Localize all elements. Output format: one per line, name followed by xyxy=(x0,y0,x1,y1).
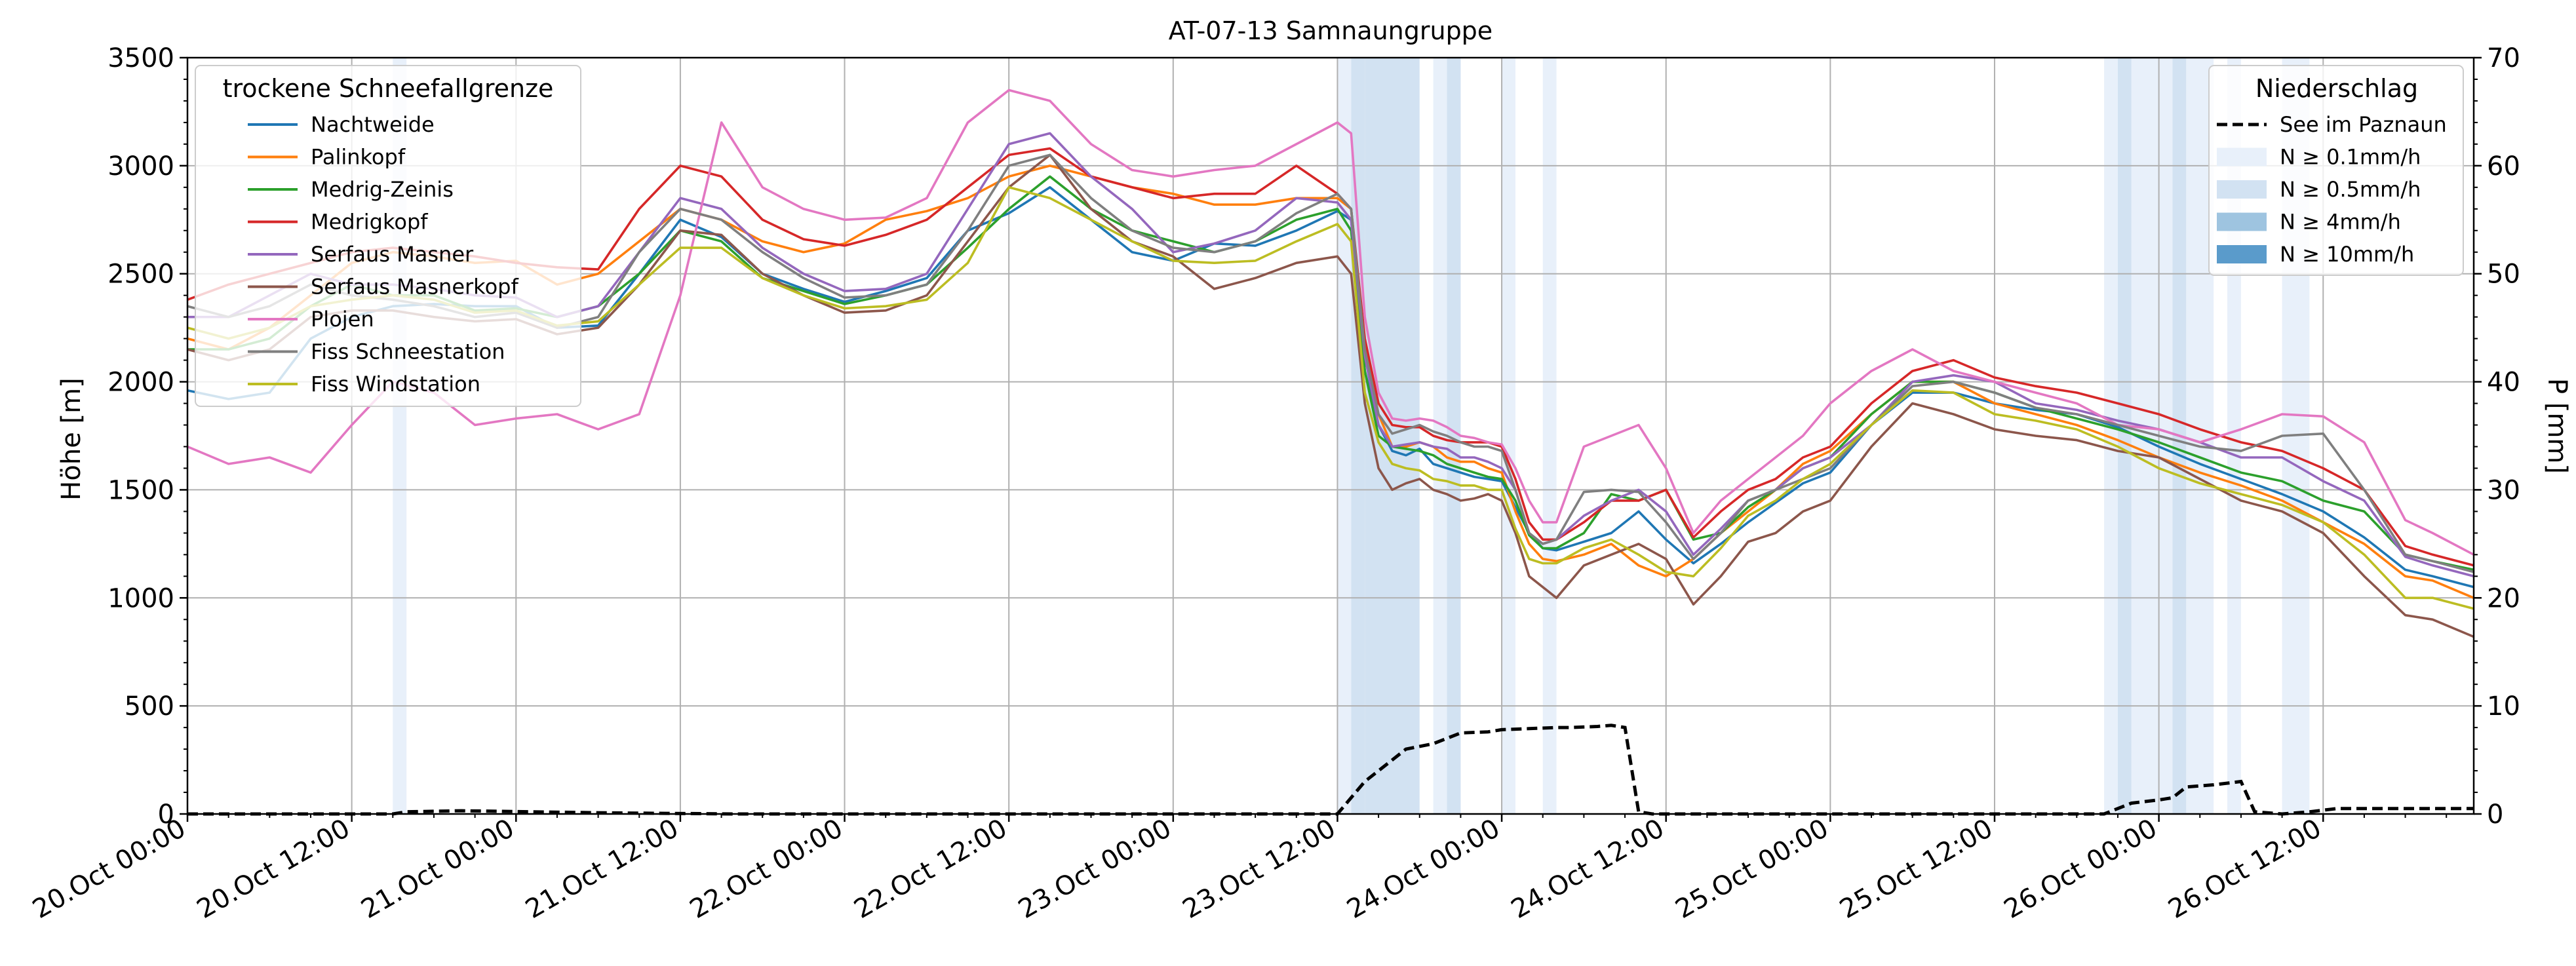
series-line-fiss-windstation xyxy=(187,185,2474,610)
legend-box xyxy=(195,65,581,407)
precip-band xyxy=(1433,58,1447,814)
y-tick-label: 2000 xyxy=(107,368,174,398)
y-tick-label: 3500 xyxy=(107,43,174,73)
x-tick-label: 24.Oct 00:00 xyxy=(1342,813,1505,925)
y-tick-label: 500 xyxy=(125,691,174,722)
series-line-medrigkopf xyxy=(187,147,2474,567)
x-tick-label: 20.Oct 12:00 xyxy=(192,813,355,925)
x-tick-label: 23.Oct 00:00 xyxy=(1013,813,1177,925)
legend-box xyxy=(2208,65,2464,276)
y2-tick-label: 10 xyxy=(2487,691,2520,722)
precip-band xyxy=(1542,58,1557,814)
plot-frame xyxy=(186,56,2475,815)
series-line-fiss-schneestation xyxy=(187,153,2474,573)
y2-tick-label: 70 xyxy=(2487,43,2520,73)
precip-band xyxy=(1337,58,1352,814)
legend-label: Nachtweide xyxy=(311,112,435,137)
series-line-serfaus-masnerkopf xyxy=(187,153,2474,638)
y2-tick-label: 50 xyxy=(2487,260,2520,290)
precip-band xyxy=(1447,58,1461,814)
y-tick-label: 1500 xyxy=(107,475,174,505)
legend-label: Medrigkopf xyxy=(311,210,428,235)
legend-title: Niederschlag xyxy=(2255,74,2418,103)
legend-precipitation: Niederschlag See im Paznaun N ≥ 0.1mm/h N ≥… xyxy=(2208,65,2464,276)
y-tick-label: 0 xyxy=(158,800,174,830)
legend-label: N ≥ 0.1mm/h xyxy=(2280,145,2421,170)
legend-label: Palinkopf xyxy=(311,145,406,170)
precip-line-see-im-paznaun xyxy=(187,724,2474,816)
y2-tick-label: 40 xyxy=(2487,368,2520,398)
y-tick-label: 1000 xyxy=(107,583,174,613)
x-tick-label: 25.Oct 00:00 xyxy=(1671,813,1834,925)
x-tick-label: 25.Oct 12:00 xyxy=(1835,813,1998,925)
legend-swatch xyxy=(2217,212,2267,231)
precip-band xyxy=(1365,58,1420,814)
legend-label: Fiss Schneestation xyxy=(311,339,505,364)
x-tick-label: 26.Oct 00:00 xyxy=(1999,813,2162,925)
legend-snowline: trockene Schneefallgrenze Nachtweide Palin… xyxy=(195,65,581,407)
legend-label: See im Paznaun xyxy=(2280,112,2447,137)
series-lines xyxy=(187,88,2474,638)
x-tick-label: 21.Oct 00:00 xyxy=(356,813,519,925)
y-axis-label: Höhe [m] xyxy=(56,377,87,500)
y2-tick-label: 20 xyxy=(2487,583,2520,613)
series-line-plojen xyxy=(187,88,2474,556)
precip-band xyxy=(1502,58,1515,814)
x-tick-label: 21.Oct 12:00 xyxy=(520,813,684,925)
precip-band xyxy=(2104,58,2118,814)
legend-label: Plojen xyxy=(311,307,374,332)
y2-axis-label: P [mm] xyxy=(2542,378,2572,474)
legend-swatch xyxy=(2217,245,2267,263)
legend-title: trockene Schneefallgrenze xyxy=(223,74,554,103)
x-tick-label: 22.Oct 12:00 xyxy=(849,813,1012,925)
precip-band xyxy=(2117,58,2132,814)
legend-label: Serfaus Masner xyxy=(311,242,474,267)
x-tick-label: 26.Oct 12:00 xyxy=(2163,813,2326,925)
legend-label: N ≥ 0.5mm/h xyxy=(2280,177,2421,202)
x-tick-label: 23.Oct 12:00 xyxy=(1178,813,1341,925)
precipitation-line xyxy=(187,724,2474,816)
y2-tick-label: 60 xyxy=(2487,151,2520,182)
y2-tick-label: 0 xyxy=(2487,800,2503,830)
x-tick-label: 20.Oct 00:00 xyxy=(28,813,191,925)
legend-swatch xyxy=(2217,147,2267,166)
legend-label: Medrig-Zeinis xyxy=(311,177,454,202)
legend-label: Serfaus Masnerkopf xyxy=(311,275,518,299)
legend-label: N ≥ 10mm/h xyxy=(2280,242,2414,267)
y-tick-label: 2500 xyxy=(107,260,174,290)
legend-swatch xyxy=(2217,180,2267,199)
legend-label: N ≥ 4mm/h xyxy=(2280,210,2401,235)
y-tick-label: 3000 xyxy=(107,151,174,182)
series-line-serfaus-masner xyxy=(187,132,2474,578)
x-tick-label: 22.Oct 00:00 xyxy=(685,813,848,925)
legend-label: Fiss Windstation xyxy=(311,372,480,396)
series-line-nachtweide xyxy=(187,185,2474,589)
y2-tick-label: 30 xyxy=(2487,475,2520,505)
x-tick-label: 24.Oct 12:00 xyxy=(1506,813,1669,925)
chart-title: AT-07-13 Samnaungruppe xyxy=(1169,16,1493,45)
